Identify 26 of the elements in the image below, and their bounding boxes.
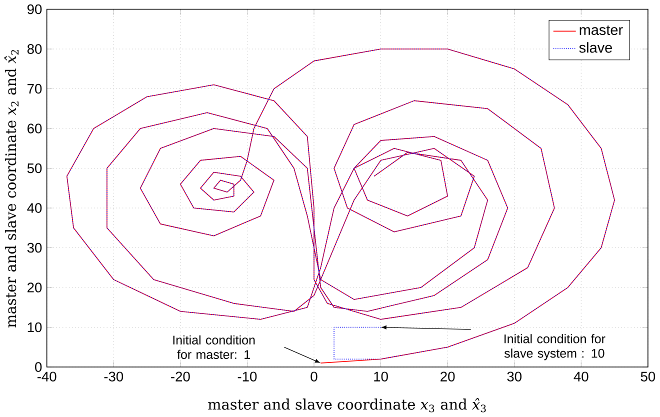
annotation: Initial condition for master: 1 <box>173 335 255 359</box>
x-tick-label: -40 <box>37 372 56 382</box>
x-tick-label: 10 <box>374 372 388 382</box>
x-tick-label: 0 <box>310 372 318 382</box>
x-tick-label: 40 <box>574 372 588 382</box>
x-tick-label: -30 <box>104 372 124 382</box>
y-tick-label: 90 <box>27 4 42 14</box>
y-tick-label: 40 <box>27 203 42 213</box>
y-tick-label: 50 <box>27 163 42 174</box>
y-axis-title: master and slave coordinate x$_{2}$ and x̂$_{2}$ <box>4 50 19 328</box>
x-axis-title: master and slave coordinate x$_{3}$ and x̂$_{3}$ <box>208 398 486 412</box>
x-tick-label: -10 <box>238 372 257 382</box>
annotation: Initial condition for slave system : 10 <box>504 334 606 360</box>
y-tick-label: 70 <box>28 84 42 94</box>
y-tick-label: 60 <box>28 124 42 134</box>
y-tick-label: 80 <box>27 44 42 54</box>
y-tick-label: 10 <box>28 322 42 332</box>
x-tick-label: 20 <box>440 372 455 382</box>
x-tick-label: 30 <box>507 372 522 382</box>
y-tick-label: 0 <box>35 362 42 372</box>
y-tick-label: 30 <box>27 242 42 253</box>
y-tick-label: 20 <box>28 282 42 292</box>
legend-label: master <box>580 26 623 36</box>
x-tick-label: -20 <box>171 372 190 382</box>
x-tick-label: 50 <box>640 372 656 382</box>
legend-label: slave <box>579 42 612 53</box>
